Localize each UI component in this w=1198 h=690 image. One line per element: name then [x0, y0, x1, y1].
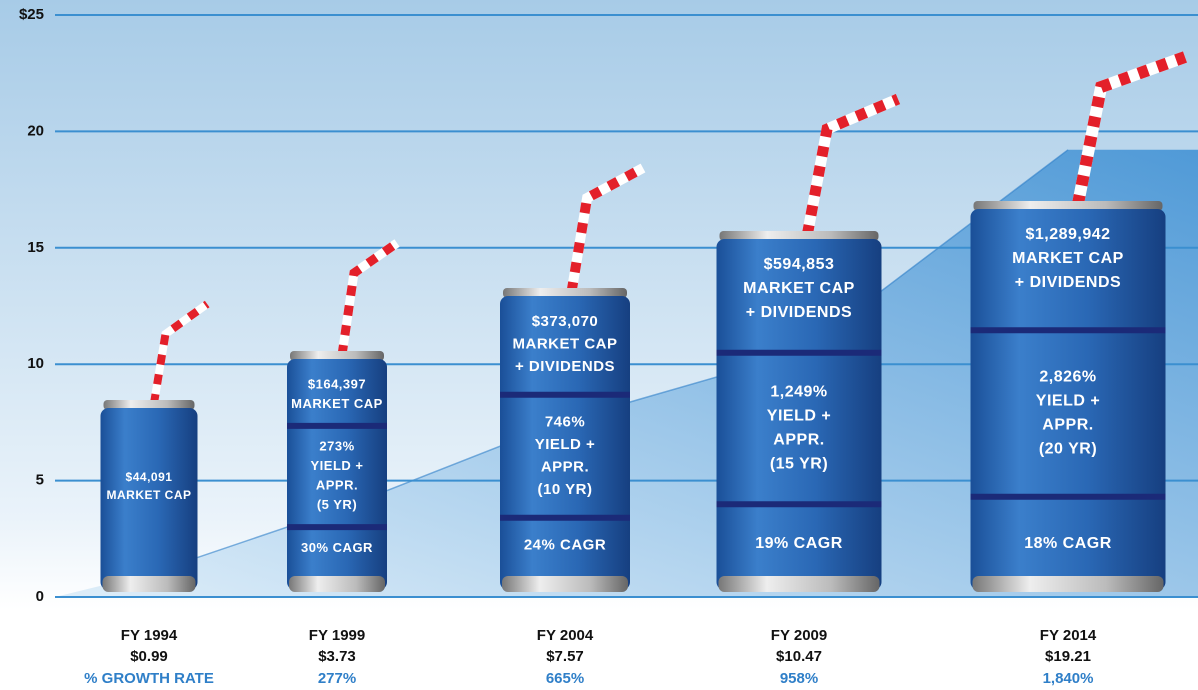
can-divider: [287, 422, 387, 429]
can-divider: [716, 349, 882, 356]
growth-label: 665%: [546, 670, 584, 687]
straw-stripe: [149, 300, 210, 405]
can-label: $373,070: [532, 313, 599, 330]
can-label: 30% CAGR: [301, 540, 373, 555]
y-tick-label: 0: [36, 588, 44, 605]
can-lid: [103, 400, 195, 410]
can-label: (20 YR): [1039, 441, 1097, 458]
growth-label: % GROWTH RATE: [84, 670, 214, 687]
can-label: (10 YR): [538, 481, 593, 498]
can-base: [102, 576, 196, 592]
value-label: $7.57: [546, 648, 584, 665]
can-base: [502, 576, 628, 592]
y-tick-label: 15: [27, 239, 44, 256]
can-label: YIELD +: [1036, 393, 1100, 410]
can-divider: [970, 327, 1166, 334]
can-label: (15 YR): [770, 456, 828, 473]
can-label: $164,397: [308, 376, 366, 391]
can-base: [289, 576, 385, 592]
can-body: [100, 408, 198, 590]
y-tick-label: 20: [27, 122, 44, 139]
can-label: $1,289,942: [1025, 226, 1110, 243]
y-tick-label: $25: [19, 6, 44, 23]
growth-label: 1,840%: [1043, 670, 1094, 687]
x-tick-label: FY 1999: [309, 627, 365, 644]
can-label: 19% CAGR: [755, 535, 843, 552]
can-label: 2,826%: [1039, 369, 1096, 386]
value-label: $10.47: [776, 648, 822, 665]
can-lid: [719, 231, 879, 241]
can-divider: [970, 493, 1166, 500]
value-label: $19.21: [1045, 648, 1091, 665]
can-lid: [503, 288, 627, 298]
growth-area: [55, 149, 1198, 597]
can-label: YIELD +: [311, 458, 364, 473]
x-tick-label: FY 2009: [771, 627, 827, 644]
can-lid: [290, 351, 384, 361]
can-label: 746%: [545, 413, 585, 430]
can-label: (5 YR): [317, 497, 357, 512]
straw: [566, 163, 646, 293]
can-divider: [500, 391, 630, 398]
can-label: + DIVIDENDS: [746, 304, 852, 321]
can-label: $44,091: [126, 470, 173, 484]
can-divider: [500, 514, 630, 521]
can-label: YIELD +: [535, 436, 596, 453]
straw-stripe: [337, 239, 400, 356]
can-lid: [973, 201, 1163, 211]
can-label: MARKET CAP: [107, 488, 192, 502]
value-label: $3.73: [318, 648, 356, 665]
x-tick-label: FY 1994: [121, 627, 178, 644]
can-base: [718, 576, 880, 592]
straw-stripe: [801, 93, 901, 237]
can-label: 18% CAGR: [1024, 535, 1112, 552]
can-base: [972, 576, 1164, 592]
can-label: MARKET CAP: [743, 280, 855, 297]
can-label: 1,249%: [770, 384, 827, 401]
can-label: APPR.: [316, 478, 358, 493]
can-label: + DIVIDENDS: [515, 358, 615, 375]
growth-label: 958%: [780, 670, 818, 687]
growth-label: 277%: [318, 670, 356, 687]
x-tick-label: FY 2014: [1040, 627, 1097, 644]
x-tick-label: FY 2004: [537, 627, 594, 644]
can-label: MARKET CAP: [291, 396, 383, 411]
can-label: APPR.: [1042, 417, 1093, 434]
can-label: MARKET CAP: [1012, 250, 1124, 267]
can-label: MARKET CAP: [513, 335, 618, 352]
straw-stripe: [1071, 51, 1188, 207]
can-label: $594,853: [764, 256, 835, 273]
can-divider: [716, 501, 882, 508]
value-label: $0.99: [130, 648, 168, 665]
y-tick-label: 10: [27, 355, 44, 372]
y-tick-label: 5: [36, 472, 44, 489]
can-divider: [287, 524, 387, 531]
can-label: 24% CAGR: [524, 536, 606, 553]
can-label: YIELD +: [767, 408, 831, 425]
can-label: APPR.: [541, 458, 589, 475]
can-body: [287, 359, 387, 590]
can-label: + DIVIDENDS: [1015, 274, 1121, 291]
can-label: APPR.: [773, 432, 824, 449]
can-label: 273%: [319, 439, 354, 454]
